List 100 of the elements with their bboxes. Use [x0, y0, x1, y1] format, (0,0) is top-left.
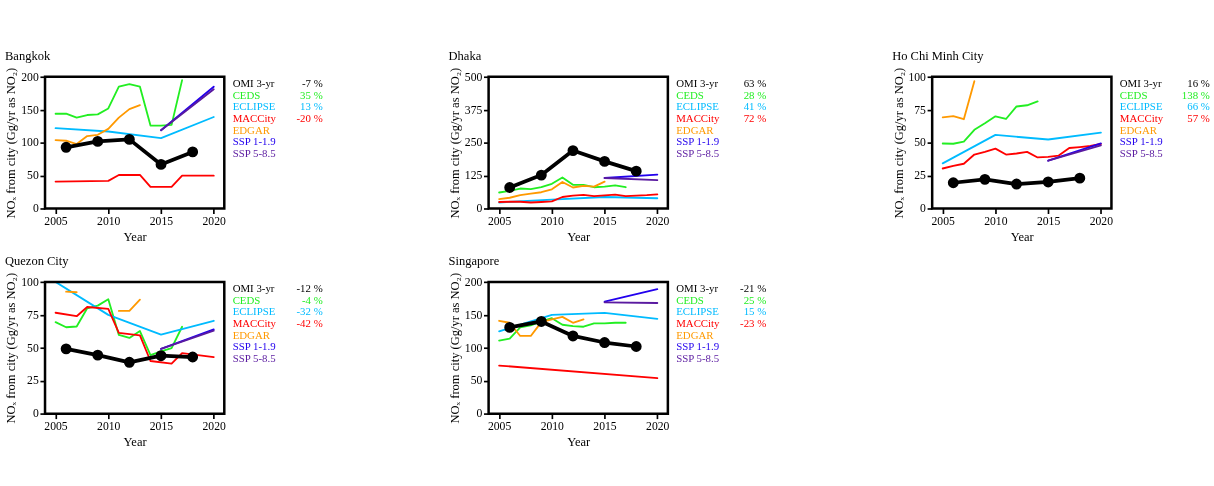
text: -4 % — [301, 293, 323, 306]
text: MACCity — [1119, 111, 1164, 124]
chart-title: Dhaka — [448, 48, 482, 63]
x-tick-label: 2015 — [593, 214, 617, 228]
y-tick-label: 150 — [464, 308, 483, 322]
x-tick-label: 2020 — [646, 419, 670, 433]
point — [123, 133, 135, 145]
y-tick-label: 50 — [27, 169, 39, 183]
y-tick-label: 100 — [21, 136, 39, 150]
text: 66 % — [1187, 100, 1210, 113]
point — [187, 146, 199, 158]
point — [155, 350, 167, 362]
series-label: SSP 5-8.5 — [1119, 146, 1163, 159]
text: SSP 5-8.5 — [676, 146, 720, 159]
line-series — [498, 176, 627, 194]
series-label: ECLIPSE — [676, 305, 720, 318]
point — [92, 349, 104, 361]
text: OMI 3-yr — [232, 281, 275, 294]
text: 25 % — [743, 293, 767, 306]
y-tick-label: 250 — [464, 136, 483, 150]
point — [535, 316, 547, 327]
text: SSP 5-8.5 — [232, 351, 276, 364]
x-tick-label: 2005 — [44, 419, 68, 433]
text: CEDS — [1119, 88, 1148, 101]
chart-title: Singapore — [448, 253, 500, 268]
point — [504, 182, 516, 193]
line-series — [941, 131, 1102, 165]
point — [123, 356, 135, 368]
y-tick-label: 50 — [27, 341, 39, 355]
text: 72 % — [743, 111, 767, 124]
text: CEDS — [676, 88, 704, 101]
text: OMI 3-yr — [676, 76, 719, 89]
y-tick-label: 0 — [920, 202, 927, 216]
text: -23 % — [740, 316, 767, 329]
text: -20 % — [296, 111, 323, 124]
y-tick-label: 150 — [21, 103, 39, 117]
x-axis-title: Year — [123, 434, 148, 449]
text: EDGAR — [232, 123, 271, 136]
x-tick-label: 2015 — [593, 419, 617, 433]
x-tick-label: 2015 — [149, 214, 174, 228]
text: EDGAR — [232, 328, 271, 341]
chart-title: Quezon City — [5, 253, 70, 268]
text: -32 % — [296, 305, 323, 318]
point — [187, 351, 199, 363]
text: SSP 5-8.5 — [232, 146, 276, 159]
chart-title: Bangkok — [5, 48, 51, 63]
line-series — [54, 174, 215, 188]
y-tick-label: 50 — [914, 136, 927, 150]
y-tick-label: 50 — [470, 374, 483, 388]
text: MACCity — [232, 316, 277, 329]
point — [60, 343, 72, 355]
line-series — [54, 281, 215, 336]
y-tick-label: 0 — [476, 202, 483, 216]
text: -12 % — [296, 281, 323, 294]
text: -42 % — [296, 316, 323, 329]
x-tick-label: 2020 — [202, 214, 226, 228]
x-tick-label: 2005 — [487, 214, 512, 228]
text: EDGAR — [676, 123, 715, 136]
point — [60, 141, 72, 153]
x-axis-title: Year — [567, 434, 591, 449]
line-series — [54, 306, 215, 365]
text: 35 % — [300, 88, 323, 101]
point — [535, 169, 547, 181]
text: SSP 5-8.5 — [676, 351, 720, 364]
series-label: SSP 1-1.9 — [1119, 135, 1163, 148]
text: 63 % — [743, 76, 767, 89]
x-tick-label: 2010 — [540, 419, 565, 433]
point — [630, 165, 642, 177]
line-series — [498, 180, 606, 200]
text: 57 % — [1187, 111, 1210, 124]
line-series — [941, 100, 1039, 145]
text: CEDS — [676, 293, 704, 306]
y-axis-title: NOₓ from city (Gg/yr as NO₂) — [4, 67, 19, 219]
y-tick-label: 25 — [914, 169, 927, 183]
x-tick-label: 2010 — [540, 214, 565, 228]
y-tick-label: 125 — [464, 169, 483, 183]
line-series — [54, 79, 184, 127]
x-tick-label: 2020 — [646, 214, 670, 228]
x-axis-title: Year — [123, 229, 148, 244]
y-tick-label: 100 — [464, 341, 483, 355]
point — [599, 337, 611, 348]
text: MACCity — [232, 111, 277, 124]
y-tick-label: 500 — [464, 70, 483, 84]
text: 138 % — [1181, 88, 1210, 101]
point — [504, 321, 516, 333]
y-tick-label: 75 — [27, 308, 39, 322]
y-tick-label: 375 — [464, 103, 483, 117]
text: CEDS — [232, 88, 261, 101]
point — [567, 330, 579, 342]
y-tick-label: 100 — [908, 70, 927, 84]
y-tick-label: 200 — [464, 275, 483, 289]
x-tick-label: 2020 — [1089, 214, 1114, 228]
text: EDGAR — [1119, 123, 1158, 136]
x-tick-label: 2010 — [97, 214, 121, 228]
point — [567, 145, 579, 157]
text: OMI 3-yr — [232, 76, 275, 89]
y-axis-title: NOₓ from city (Gg/yr as NO₂) — [448, 67, 462, 219]
x-tick-label: 2005 — [487, 419, 512, 433]
x-tick-label: 2010 — [97, 419, 121, 433]
y-axis-title: NOₓ from city (Gg/yr as NO₂) — [891, 67, 906, 219]
